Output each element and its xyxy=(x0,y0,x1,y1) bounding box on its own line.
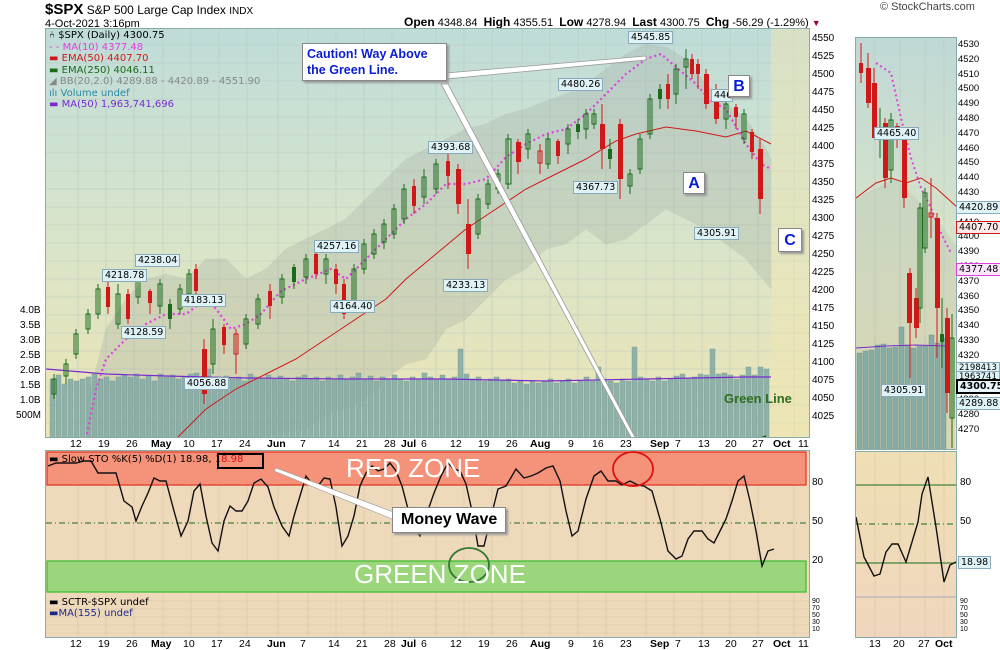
last-value: 4300.75 xyxy=(659,17,700,29)
green-zone-label: GREEN ZONE xyxy=(354,559,526,589)
red-circle xyxy=(612,451,654,487)
vol-tick: 2.0B xyxy=(20,365,41,376)
chg-value: -56.29 (-1.29%) xyxy=(732,17,809,29)
stochastic-panel[interactable]: RED ZONE GREEN ZONE ▬ Slow STO %K(5) %D(… xyxy=(45,450,810,638)
chg-label: Chg xyxy=(705,15,730,29)
stoch-tick-20: 20 xyxy=(812,555,824,566)
legend-ema250: ▬ EMA(250) 4046.11 xyxy=(49,64,155,76)
tag-bb-lower: 4289.88 xyxy=(956,397,1000,410)
tag-ema50: 4407.70 xyxy=(956,221,1000,234)
low-label: Low xyxy=(559,15,584,29)
price-tag: 4305.91 xyxy=(694,227,740,240)
stoch-tick-80: 80 xyxy=(812,477,824,488)
volume-bars-icon: ılı xyxy=(49,87,58,99)
legend-vol-ma: ▬ MA(50) 1,963,741,696 xyxy=(49,99,174,110)
symbol: $SPX xyxy=(45,1,84,18)
zoom-stoch-svg xyxy=(856,452,956,637)
zoom-stoch-tag: 18.98 xyxy=(958,556,992,569)
zoom-stoch-panel[interactable] xyxy=(855,451,957,638)
price-tag: 4183.13 xyxy=(181,294,227,307)
ema50-line xyxy=(177,126,772,437)
price-tag: 4238.04 xyxy=(135,254,181,267)
legend-ma10: - - MA(10) 4377.48 xyxy=(49,41,144,53)
tag-last: 4300.75 xyxy=(956,379,1000,394)
label-c: C xyxy=(778,228,802,252)
price-tag: 4056.88 xyxy=(184,377,230,390)
vol-tick: 3.0B xyxy=(20,335,41,346)
zoom-stoch-tick-50: 50 xyxy=(960,516,972,527)
green-line-label: Green Line xyxy=(724,391,792,406)
vol-tick: 3.5B xyxy=(20,320,41,331)
low-value: 4278.94 xyxy=(586,17,627,29)
zoom-sctr-ticks: 90 70 50 30 10 xyxy=(960,598,968,633)
exchange: INDX xyxy=(229,6,254,17)
tag-ma10: 4377.48 xyxy=(956,263,1000,276)
money-wave-callout: Money Wave xyxy=(392,507,507,533)
tag-bb-middle: 4420.89 xyxy=(956,201,1000,214)
stoch-line-icon: ▬ xyxy=(49,454,59,465)
red-zone-band xyxy=(46,451,807,486)
price-tag: 4128.59 xyxy=(121,326,167,339)
price-tag-high: 4545.85 xyxy=(628,31,674,44)
down-triangle-icon: ▼ xyxy=(811,18,821,28)
zoom-stoch-x-axis: 13 20 27 Oct xyxy=(869,638,953,650)
x-axis-price: 12 19 26 May 10 17 24 Jun 7 14 21 28 Jul 6 12 19 26 Aug 9 1… xyxy=(70,438,809,450)
caution-pointer-long xyxy=(440,83,636,437)
candlestick-icon: ⑃ xyxy=(49,30,55,41)
stoch-legend: ▬ Slow STO %K(5) %D(1) 18.98, 18.98 xyxy=(49,454,244,465)
price-tag: 4233.13 xyxy=(443,279,489,292)
sctr-legend: ▬ SCTR-$SPX undef ▬MA(155) undef xyxy=(49,597,149,619)
ohlc-summary: Open 4348.84 High 4355.51 Low 4278.94 La… xyxy=(404,15,821,29)
vol-tick: 1.0B xyxy=(20,395,41,406)
price-tag: 4393.68 xyxy=(428,141,474,154)
stoch-tick-50: 50 xyxy=(812,516,824,527)
high-value: 4355.51 xyxy=(513,17,554,29)
open-value: 4348.84 xyxy=(437,17,478,29)
zoom-stoch-tick-80: 80 xyxy=(960,477,972,488)
price-tag: 4480.26 xyxy=(558,78,604,91)
red-zone-label: RED ZONE xyxy=(346,453,481,483)
price-panel[interactable]: ⑃ $SPX (Daily) 4300.75 - - MA(10) 4377.4… xyxy=(45,28,810,438)
zoom-price-svg xyxy=(856,38,956,449)
x-axis-stoch: 12 19 26 May 10 17 24 Jun 7 14 21 28 Jul 6 12 19 26 Aug 9 1… xyxy=(70,638,809,650)
vol-tick: 1.5B xyxy=(20,380,41,391)
chart-title: $SPX S&P 500 Large Cap Index INDX xyxy=(45,1,253,18)
legend-bb: ◢ BB(20,2.0) 4289.88 - 4420.89 - 4551.90 xyxy=(49,76,261,87)
stoch-k-line xyxy=(47,460,775,569)
zoom-low-tag: 4305.91 xyxy=(881,384,927,397)
price-axis: 4550 4525 4500 4475 4450 4425 4400 4375 4350 4325… xyxy=(812,33,835,422)
index-name: S&P 500 Large Cap Index xyxy=(86,3,226,17)
stoch-svg xyxy=(46,451,809,637)
last-label: Last xyxy=(632,15,657,29)
sctr-ticks: 90 70 50 30 10 xyxy=(812,598,820,633)
price-legend: ⑃ $SPX (Daily) 4300.75 - - MA(10) 4377.4… xyxy=(49,30,260,111)
green-zone-band xyxy=(46,560,807,593)
grid xyxy=(46,29,809,437)
price-tag: 4164.40 xyxy=(330,300,376,313)
zoom-price-panel[interactable]: 4465.40 4305.91 xyxy=(855,37,957,450)
high-label: High xyxy=(483,15,511,29)
legend-ema50: ▬ EMA(50) 4407.70 xyxy=(49,53,149,64)
chart-date: 4-Oct-2021 3:16pm xyxy=(45,18,140,30)
zoom-peak-tag: 4465.40 xyxy=(874,127,920,140)
ma10-line xyxy=(85,52,772,437)
price-tag: 4218.78 xyxy=(102,269,148,282)
legend-volume: ılı Volume undef xyxy=(49,87,130,99)
source-credit: © StockCharts.com xyxy=(880,1,975,13)
label-a: A xyxy=(683,172,705,194)
green-circle xyxy=(448,547,490,583)
vol-tick: 500M xyxy=(16,410,42,421)
open-label: Open xyxy=(404,15,435,29)
vol-tick: 2.5B xyxy=(20,350,41,361)
volume-ma-line xyxy=(46,368,771,382)
value-highlight-box xyxy=(217,453,264,469)
price-tag: 4257.16 xyxy=(314,240,360,253)
caution-callout: Caution! Way Above the Green Line. xyxy=(302,43,447,81)
price-tag: 4367.73 xyxy=(573,181,619,194)
label-b: B xyxy=(728,75,750,97)
vol-tick: 4.0B xyxy=(20,305,41,316)
legend-main: ⑃ $SPX (Daily) 4300.75 xyxy=(49,30,165,41)
